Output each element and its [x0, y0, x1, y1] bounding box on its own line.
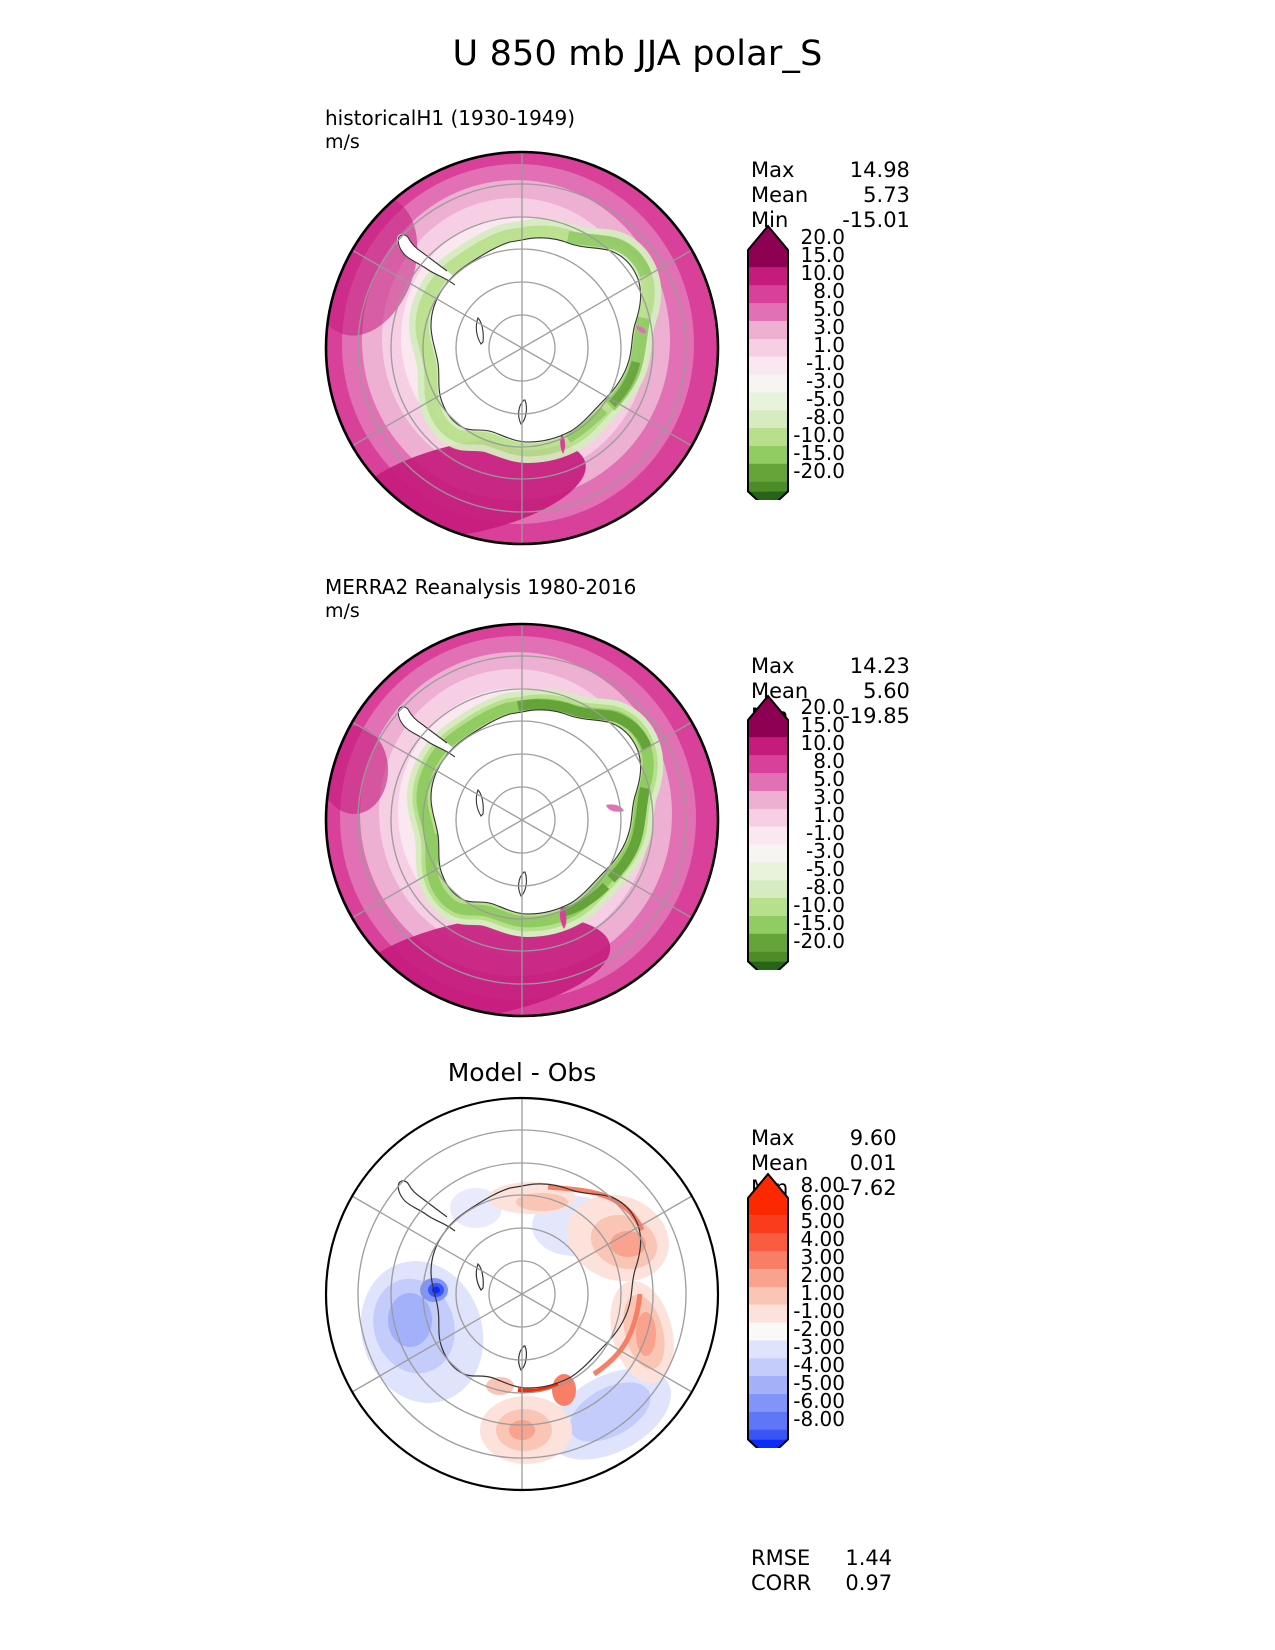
cbar-tick: -1.0	[805, 351, 845, 375]
colorbar-swatches	[747, 694, 789, 970]
cbar-tick: -10.0	[793, 423, 845, 447]
metric-label: RMSE	[751, 1546, 811, 1570]
colorbar-diff	[747, 1172, 789, 1448]
stat-row: Min -15.01	[751, 208, 910, 233]
metric-value: 1.44	[845, 1546, 893, 1570]
metric-row: RMSE 1.44	[751, 1546, 892, 1571]
cbar-tick: -5.0	[805, 857, 845, 881]
cbar-tick: 1.0	[813, 803, 845, 827]
cbar-tick: 15.0	[800, 243, 845, 267]
stat-row: Mean 5.73	[751, 183, 910, 208]
cbar-tick: -15.0	[793, 911, 845, 935]
colorbar-model-ticklabels: 20.0 15.0 10.0 8.0 5.0 3.0 1.0 -1.0 -3.0…	[700, 227, 845, 487]
cbar-tick: -1.0	[805, 821, 845, 845]
panel-obs-title: MERRA2 Reanalysis 1980-2016	[325, 575, 637, 599]
panel-model-units: m/s	[325, 131, 360, 153]
cbar-tick: -10.0	[793, 893, 845, 917]
stat-row: Max 14.98	[751, 158, 910, 183]
polar-map-obs	[324, 622, 720, 1018]
cbar-tick: -15.0	[793, 441, 845, 465]
stat-value: 0.01	[849, 1151, 897, 1175]
page-title: U 850 mb JJA polar_S	[452, 34, 823, 74]
colorbar-obs-ticklabels: 20.0 15.0 10.0 8.0 5.0 3.0 1.0 -1.0 -3.0…	[700, 697, 845, 957]
cbar-tick: 20.0	[800, 225, 845, 249]
cbar-tick: 10.0	[800, 261, 845, 285]
cbar-tick: 5.0	[813, 297, 845, 321]
cbar-tick: -3.0	[805, 369, 845, 393]
cbar-tick: 2.00	[800, 1263, 845, 1287]
stat-value: 14.23	[849, 654, 910, 678]
stat-label: Max	[751, 158, 795, 182]
cbar-tick: 3.0	[813, 785, 845, 809]
cbar-tick: 8.00	[800, 1173, 845, 1197]
cbar-tick: 8.0	[813, 279, 845, 303]
cbar-tick: -3.0	[805, 839, 845, 863]
panel-diff-title: Model - Obs	[447, 1058, 597, 1087]
stat-value: -7.62	[842, 1176, 897, 1200]
panel-model-stats: Max 14.98 Mean 5.73 Min -15.01	[751, 108, 910, 283]
cbar-tick: -2.00	[793, 1317, 845, 1341]
cbar-tick: -20.0	[793, 459, 845, 483]
cbar-tick: 3.0	[813, 315, 845, 339]
stat-label: Mean	[751, 679, 809, 703]
colorbar-swatches	[747, 224, 789, 500]
cbar-tick: -8.0	[805, 405, 845, 429]
cbar-tick: -5.0	[805, 387, 845, 411]
polar-map-model	[324, 150, 720, 546]
stat-value: 14.98	[849, 158, 910, 182]
colorbar-model	[747, 224, 789, 500]
cbar-tick: 5.00	[800, 1209, 845, 1233]
stat-value: 5.60	[863, 679, 910, 703]
cbar-tick: 3.00	[800, 1245, 845, 1269]
panel-obs-units: m/s	[325, 600, 360, 622]
stat-value: 5.73	[863, 183, 910, 207]
colorbar-swatches	[747, 1172, 789, 1448]
cbar-tick: 10.0	[800, 731, 845, 755]
colorbar-obs	[747, 694, 789, 970]
stat-row: Max 9.60	[751, 1126, 897, 1151]
stat-row: Mean 5.60	[751, 679, 910, 704]
metric-value: 0.97	[845, 1571, 893, 1595]
stat-label: Mean	[751, 1151, 809, 1175]
cbar-tick: -8.00	[793, 1407, 845, 1431]
panel-model-title: historicalH1 (1930-1949)	[325, 106, 576, 130]
cbar-tick: -4.00	[793, 1353, 845, 1377]
cbar-tick: -3.00	[793, 1335, 845, 1359]
colorbar-diff-ticklabels: 8.00 6.00 5.00 4.00 3.00 2.00 1.00 -1.00…	[700, 1175, 845, 1435]
cbar-tick: 4.00	[800, 1227, 845, 1251]
cbar-tick: 15.0	[800, 713, 845, 737]
stat-label: Max	[751, 1126, 795, 1150]
cbar-tick: 1.0	[813, 333, 845, 357]
cbar-tick: 8.0	[813, 749, 845, 773]
stat-value: -19.85	[842, 704, 910, 728]
cbar-tick: -6.00	[793, 1389, 845, 1413]
stat-row: Mean 0.01	[751, 1151, 897, 1176]
cbar-tick: -5.00	[793, 1371, 845, 1395]
cbar-tick: -8.0	[805, 875, 845, 899]
stat-value: 9.60	[849, 1126, 897, 1150]
cbar-tick: -20.0	[793, 929, 845, 953]
stat-row: Max 14.23	[751, 654, 910, 679]
stat-label: Mean	[751, 183, 809, 207]
stat-value: -15.01	[842, 208, 910, 232]
cbar-tick: 1.00	[800, 1281, 845, 1305]
cbar-tick: 5.0	[813, 767, 845, 791]
metric-label: CORR	[751, 1571, 812, 1595]
metric-row: CORR 0.97	[751, 1571, 892, 1596]
stat-label: Max	[751, 654, 795, 678]
panel-diff-metrics: RMSE 1.44 CORR 0.97	[751, 1496, 892, 1646]
cbar-tick: -1.00	[793, 1299, 845, 1323]
cbar-tick: 6.00	[800, 1191, 845, 1215]
cbar-tick: 20.0	[800, 695, 845, 719]
polar-map-diff	[324, 1096, 720, 1492]
